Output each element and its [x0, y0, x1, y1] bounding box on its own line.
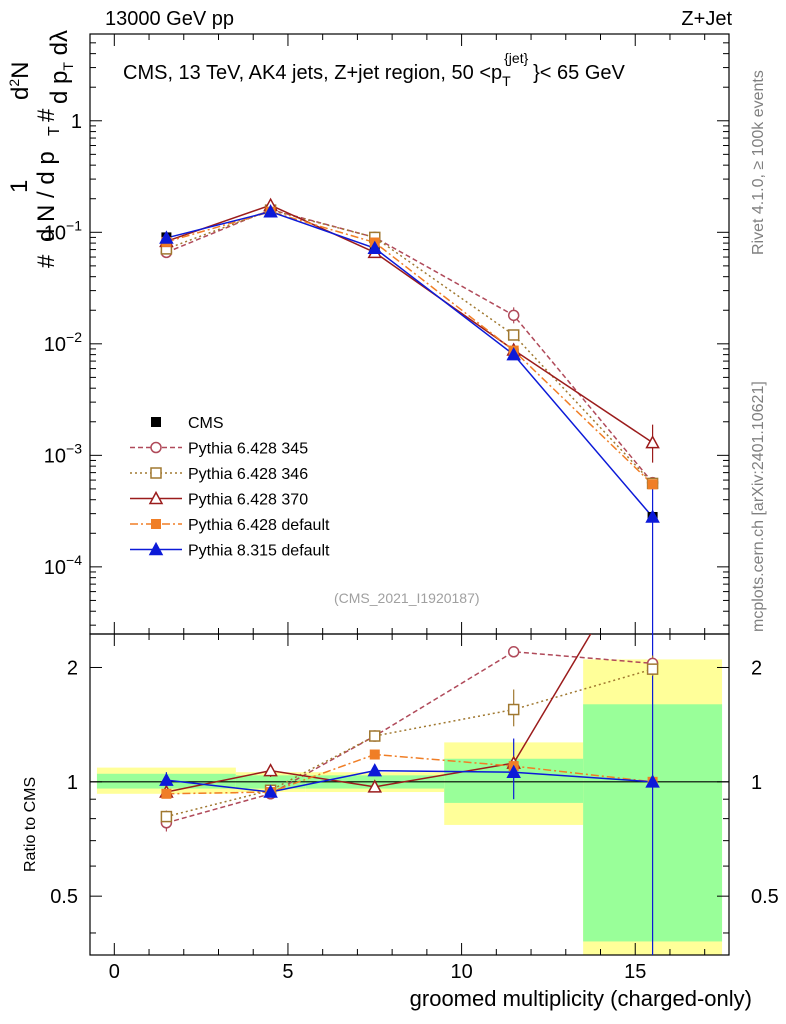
- x-tick-label: 10: [450, 961, 472, 983]
- data-point: [263, 784, 278, 798]
- legend-label: Pythia 8.315 default: [188, 543, 330, 560]
- ylabel-frac-one: 1: [6, 179, 33, 193]
- data-point: [159, 772, 174, 786]
- data-point: [507, 646, 520, 658]
- ratio-series-group: [159, 634, 660, 955]
- y-tick-label: 1: [71, 111, 82, 133]
- ratio-y-tick-label-right: 2: [751, 657, 762, 679]
- legend-label: CMS: [188, 415, 224, 432]
- data-point: [151, 417, 161, 427]
- legend-label: Pythia 6.428 345: [188, 441, 308, 458]
- y-tick-label: 10−4: [44, 552, 82, 579]
- ratio-series-points: [159, 763, 660, 798]
- data-point: [507, 703, 520, 716]
- data-point: [646, 663, 659, 675]
- title-sup: {jet}: [504, 50, 529, 66]
- ratio-series-line: [166, 668, 653, 818]
- data-point: [647, 479, 658, 490]
- ratio-y-tick-label: 2: [67, 657, 78, 679]
- ratio-y-tick-label: 0.5: [50, 886, 78, 908]
- data-point: [148, 541, 164, 556]
- plot-title: CMS, 13 TeV, AK4 jets, Z+jet region, 50 …: [123, 50, 625, 89]
- ratio-y-tick-label: 1: [67, 772, 78, 794]
- x-tick-label: 15: [624, 961, 646, 983]
- data-point: [645, 774, 660, 788]
- ratio-bands: [96, 659, 723, 955]
- legend-entry: Pythia 6.428 default: [130, 517, 330, 534]
- legend-entry: Pythia 6.428 345: [130, 441, 308, 458]
- ratio-plot-frame: [89, 633, 730, 956]
- ylabel-hash-2: #: [33, 108, 60, 122]
- legend-entry: CMS: [151, 415, 224, 432]
- x-tick-label: 0: [109, 961, 120, 983]
- data-point: [507, 309, 520, 322]
- ylabel-num2: d2N: [6, 61, 34, 101]
- ylabel-hash-1: #: [33, 254, 60, 268]
- title-sub: T: [502, 73, 511, 89]
- data-point: [507, 329, 520, 341]
- ratio-y-tick-label-right: 1: [751, 772, 762, 794]
- data-point: [263, 763, 278, 777]
- legend-label: Pythia 6.428 default: [188, 517, 330, 534]
- header-left-label: 13000 GeV pp: [105, 8, 234, 30]
- rivet-label: Rivet 4.1.0, ≥ 100k events: [750, 70, 767, 255]
- ylabel-denominator: d N / d p: [33, 151, 60, 242]
- title-pre: CMS, 13 TeV, AK4 jets, Z+jet region, 50 …: [123, 62, 503, 84]
- data-point: [148, 490, 164, 505]
- main-plot-frame: [89, 33, 730, 635]
- ratio-y-tick-label-right: 0.5: [751, 886, 779, 908]
- legend-entry: Pythia 6.428 370: [130, 490, 308, 509]
- data-point: [506, 764, 521, 778]
- data-point: [159, 230, 174, 244]
- data-point: [150, 467, 162, 479]
- x-tick-label: 5: [282, 961, 293, 983]
- data-point: [161, 788, 172, 799]
- x-axis-label: groomed multiplicity (charged-only): [409, 986, 752, 1011]
- series-line: [166, 209, 654, 484]
- data-point: [367, 763, 383, 777]
- data-point: [367, 779, 383, 793]
- series-points: [159, 204, 660, 523]
- data-point: [263, 204, 278, 218]
- legend-entry: Pythia 6.428 346: [130, 466, 308, 483]
- legend-label: Pythia 6.428 346: [188, 466, 308, 483]
- ratio-y-axis-label: Ratio to CMS: [22, 776, 39, 872]
- series-line: [166, 204, 654, 444]
- data-point: [151, 519, 161, 529]
- analysis-watermark: (CMS_2021_I1920187): [334, 590, 480, 606]
- data-point: [506, 347, 521, 361]
- legend-label: Pythia 6.428 370: [188, 492, 308, 509]
- data-point: [369, 730, 381, 742]
- y-tick-label: 10−3: [44, 440, 82, 467]
- data-point: [150, 441, 162, 454]
- legend-entry: Pythia 8.315 default: [130, 541, 330, 560]
- data-point: [645, 509, 660, 523]
- ylabel-den-sub: T: [46, 126, 63, 136]
- data-point: [160, 810, 173, 823]
- y-tick-label: 10−1: [44, 217, 82, 244]
- data-point: [369, 749, 380, 760]
- main-series-group: [159, 197, 660, 634]
- data-point: [645, 435, 660, 449]
- mcplots-label: mcplots.cern.ch [arXiv:2401.10621]: [750, 381, 767, 632]
- ylabel-den2: d pT dλ: [46, 30, 76, 104]
- title-post: }< 65 GeV: [533, 62, 625, 84]
- header-right-label: Z+Jet: [681, 8, 732, 30]
- data-point: [367, 240, 383, 254]
- y-tick-label: 10−2: [44, 329, 82, 356]
